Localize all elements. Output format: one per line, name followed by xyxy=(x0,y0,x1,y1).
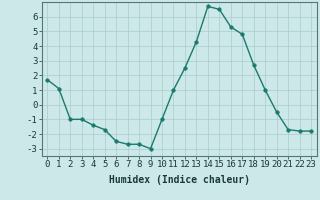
X-axis label: Humidex (Indice chaleur): Humidex (Indice chaleur) xyxy=(109,175,250,185)
